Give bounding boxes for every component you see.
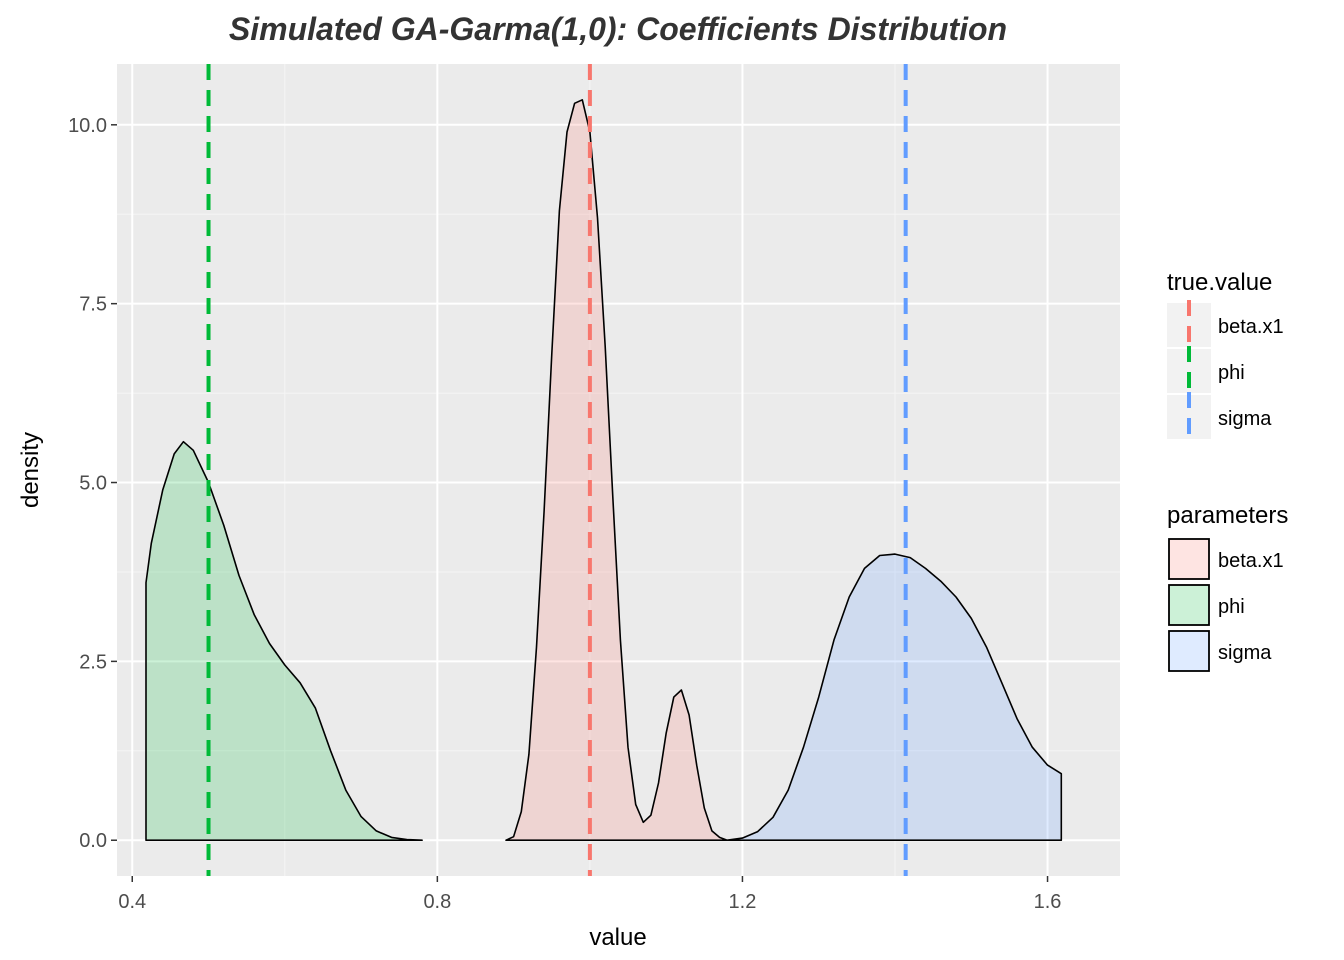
y-tick-label: 5.0 <box>79 473 107 495</box>
x-axis-title: value <box>589 924 646 951</box>
legend-key-fill-phi <box>1168 584 1210 626</box>
legend-key-bg <box>1167 629 1211 673</box>
legend-key-bg <box>1167 537 1211 581</box>
legend-label-parameters: phi <box>1218 596 1245 618</box>
y-tick-label: 10.0 <box>68 115 107 137</box>
x-tick-label: 1.2 <box>729 891 757 913</box>
legend-key-fill-sigma <box>1168 630 1210 672</box>
x-axis: 0.4 0.8 1.2 1.6 <box>118 876 1061 913</box>
legend-label-true-value: beta.x1 <box>1218 316 1284 338</box>
legend-label-true-value: sigma <box>1218 408 1272 430</box>
legend-title-true-value: true.value <box>1167 269 1272 296</box>
true-value-lines <box>206 64 908 876</box>
y-axis: 0.0 2.5 5.0 7.5 10.0 <box>68 115 117 852</box>
legend-title-parameters: parameters <box>1167 502 1288 529</box>
x-tick-label: 0.8 <box>423 891 451 913</box>
legend-key-bg <box>1167 583 1211 627</box>
chart-title: Simulated GA-Garma(1,0): Coefficients Di… <box>229 11 1007 47</box>
density-areas <box>145 99 1063 841</box>
legends: true.value beta.x1 phi sigma parameters beta.… <box>1167 269 1288 673</box>
legend-label-parameters: beta.x1 <box>1218 550 1284 572</box>
density-area-sigma <box>726 553 1063 841</box>
legend-key-fill-beta-x1 <box>1168 538 1210 580</box>
y-tick-label: 7.5 <box>79 294 107 316</box>
legend-label-parameters: sigma <box>1218 642 1272 664</box>
density-area-beta-x1 <box>505 99 728 841</box>
grid-minor-lines <box>117 64 1120 876</box>
y-tick-label: 2.5 <box>79 651 107 673</box>
x-tick-label: 0.4 <box>118 891 146 913</box>
y-tick-label: 0.0 <box>79 830 107 852</box>
x-tick-label: 1.6 <box>1034 891 1062 913</box>
y-axis-title: density <box>17 432 44 508</box>
density-area-phi <box>145 440 423 841</box>
plot-panel <box>117 64 1120 876</box>
legend-label-true-value: phi <box>1218 362 1245 384</box>
